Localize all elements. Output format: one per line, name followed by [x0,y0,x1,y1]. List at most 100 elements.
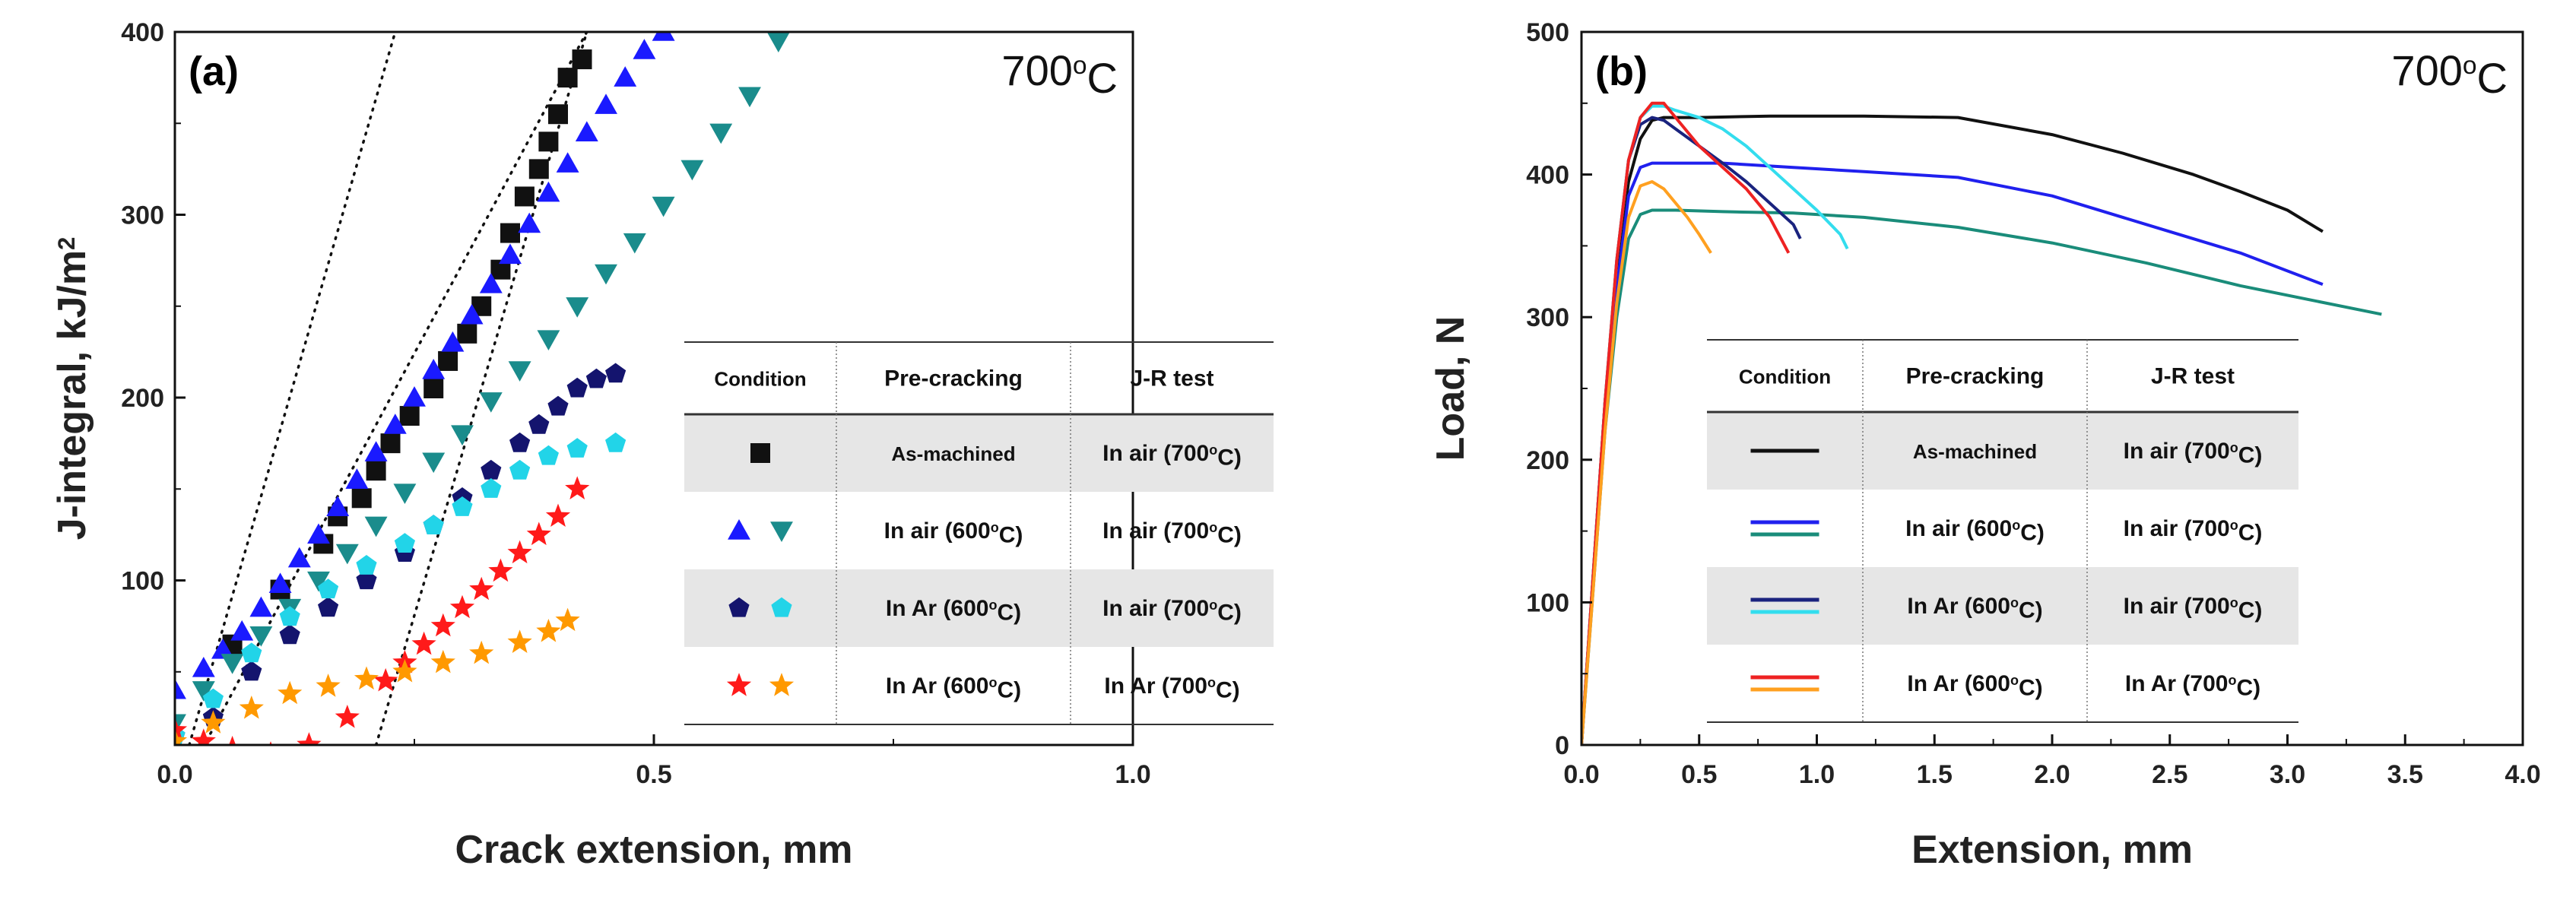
data-point [220,735,245,745]
data-point [364,441,388,461]
data-point [211,638,234,659]
data-point [548,104,568,125]
data-point [766,32,790,52]
data-point [297,732,322,745]
data-point [335,544,359,565]
legend-jr-test: In air (700oC) [2124,516,2263,545]
x-tick-label: 1.0 [1799,760,1835,789]
legend-header: Pre-cracking [884,366,1023,391]
x-tick-label: 0.0 [157,760,192,789]
data-point [507,629,532,653]
data-point [287,547,311,568]
legend-marker [769,673,795,696]
data-point [585,368,607,388]
data-point [403,386,426,407]
data-point [538,445,559,465]
data-point [307,523,330,544]
legend-jr-test: In air (700oC) [1102,518,1242,547]
y-tick-label: 100 [1526,588,1569,617]
data-point [345,468,369,489]
construction-line [202,32,588,745]
y-tick-label: 300 [121,201,164,230]
data-point [457,323,477,344]
legend-marker [771,597,792,617]
data-point [595,264,617,285]
panel-a: 0.0 0.5 1.0 100 200 300 400 Crack extension, mm… [50,18,1274,872]
data-point [528,159,549,179]
data-point [383,414,407,434]
data-point [373,667,398,692]
legend-jr-test: In Ar (700oC) [2125,671,2260,700]
data-point [481,459,502,480]
data-point [380,433,401,454]
data-point [514,186,535,207]
data-point [326,496,350,517]
legend-row-shade [684,414,1274,492]
data-point [307,571,330,592]
data-point [278,680,303,705]
data-point [191,728,216,745]
legend-precracking: As-machined [1913,440,2037,463]
data-point [202,688,224,708]
legend-precracking: In air (600oC) [1905,516,2045,545]
data-point [392,658,417,683]
legend-marker [728,519,750,540]
data-point [556,152,579,173]
data-point [709,123,733,144]
data-point [572,49,592,70]
data-point [430,649,455,674]
data-point [595,94,617,114]
y-tick-label: 200 [1526,446,1569,475]
legend-marker [728,597,750,617]
data-point [318,597,339,617]
y-tick-label: 200 [121,384,164,413]
x-tick-label: 0.5 [636,760,671,789]
temperature-label: 700oC [2391,46,2508,102]
panel-label: (b) [1595,49,1648,94]
data-point [239,696,264,719]
data-point [175,714,186,735]
x-tick-label: 1.0 [1115,760,1150,789]
y-tick-label: 500 [1526,18,1569,47]
x-tick-label: 0.5 [1681,760,1717,789]
data-point [241,661,262,681]
x-axis-title: Crack extension, mm [455,828,852,872]
data-point [366,461,386,481]
data-point [500,223,520,243]
data-point [614,66,637,87]
y-axis-title: Load, N [1429,316,1473,461]
x-tick-label: 1.5 [1917,760,1953,789]
data-point [356,555,377,575]
legend-marker [750,443,770,463]
legend-jr-test: In air (700oC) [2124,439,2263,468]
data-point [441,331,465,352]
legend-jr-test: In Ar (700oC) [1104,674,1239,702]
y-tick-label: 100 [121,567,164,596]
legend-header: Condition [714,368,806,391]
data-point [537,330,560,351]
data-point [557,68,578,88]
data-point [335,705,360,728]
y-tick-label: 400 [1526,161,1569,190]
legend-jr-test: In air (700oC) [1102,441,1242,470]
data-point [508,361,531,382]
data-point [438,350,458,371]
legend-precracking: As-machined [891,442,1015,465]
data-point [633,39,656,59]
data-point [547,395,569,416]
data-point [479,392,503,413]
panel-b: 0.0 0.5 1.0 1.5 2.0 2.5 3.0 3.5 4.0 0 100 200 300 400… [1429,18,2541,872]
data-point [422,452,446,474]
data-point [566,297,589,318]
data-point [279,606,300,626]
data-point [575,121,598,141]
data-point [241,642,262,663]
data-point [566,377,588,398]
y-tick-label: 0 [1555,731,1569,760]
data-point [201,710,226,734]
legend-precracking: In air (600oC) [884,518,1023,547]
legend-precracking: In Ar (600oC) [886,674,1021,702]
data-point [451,425,474,446]
legend-marker [726,673,752,696]
data-point [364,516,388,537]
